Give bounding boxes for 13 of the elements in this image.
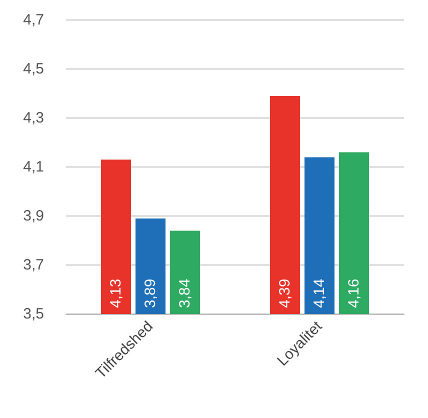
- data-label: 3,89: [142, 278, 159, 308]
- y-tick-label: 3,7: [23, 256, 44, 274]
- y-tick-label: 4,1: [23, 158, 44, 176]
- data-label: 4,13: [108, 278, 124, 308]
- y-tick-label: 3,5: [23, 306, 44, 322]
- y-tick-label: 3,9: [23, 208, 44, 224]
- y-tick-label: 4,3: [23, 110, 44, 126]
- data-label: 4,39: [276, 278, 294, 308]
- y-tick-label: 4,7: [23, 12, 44, 28]
- y-tick-label: 4,5: [23, 60, 44, 78]
- data-label: 4,14: [311, 278, 328, 308]
- data-label: 3,84: [176, 278, 194, 308]
- data-label: 4,16: [346, 278, 362, 308]
